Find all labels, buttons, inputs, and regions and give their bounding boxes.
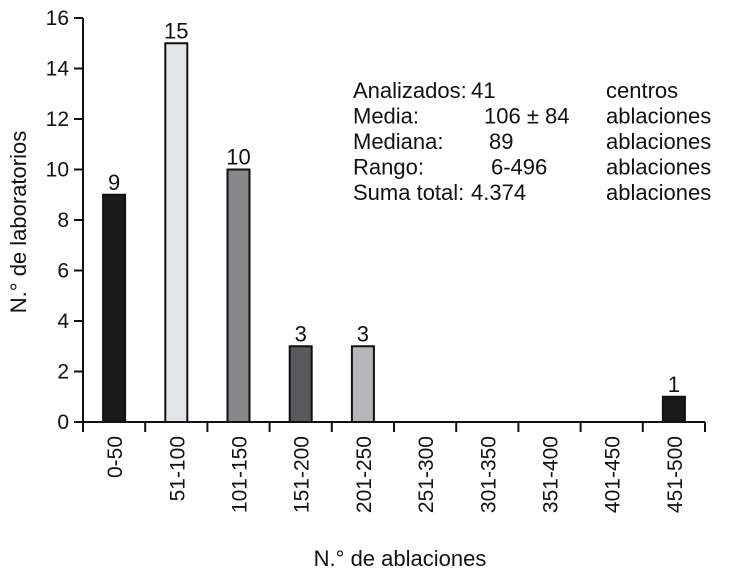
x-tick-label: 51-100 (166, 436, 189, 501)
y-axis-title: N.° de laboratorios (6, 131, 31, 313)
data-label: 10 (226, 145, 250, 170)
stats-unit: ablaciones (606, 155, 711, 180)
data-label: 3 (357, 321, 369, 346)
stats-unit: ablaciones (606, 104, 711, 129)
stats-value: 89 (489, 129, 513, 154)
stats-value: 4.374 (471, 180, 526, 205)
x-tick-label: 301-350 (477, 436, 500, 513)
bar-101-150 (226, 168, 251, 423)
data-label: 9 (108, 170, 120, 195)
y-tick-label: 16 (46, 7, 69, 30)
stats-label: Rango: (353, 155, 424, 180)
stats-box: Analizados: 41 centros Media: 106 ± 84 ablaci… (353, 78, 711, 205)
bar-201-250 (350, 345, 375, 423)
x-tick-label: 401-450 (602, 436, 625, 513)
y-tick-label: 14 (46, 58, 70, 81)
y-tick-label: 8 (57, 209, 69, 232)
y-tick-label: 2 (57, 361, 69, 384)
data-labels: 9 15 10 3 3 1 (108, 18, 680, 397)
y-tick-label: 4 (57, 310, 69, 333)
bar-51-100 (164, 42, 189, 423)
stats-label: Suma total: (353, 180, 464, 205)
x-tick-label: 201-250 (353, 436, 376, 513)
data-label: 3 (295, 321, 307, 346)
stats-label: Media: (353, 104, 419, 129)
x-axis: 0-50 51-100 101-150 151-200 201-250 251-300 30… (82, 421, 706, 513)
x-tick-label: 451-500 (664, 436, 687, 513)
x-tick-label: 151-200 (291, 436, 314, 513)
bars (102, 42, 686, 423)
y-tick-label: 12 (46, 108, 69, 131)
data-label: 15 (164, 18, 188, 43)
stats-unit: ablaciones (606, 129, 711, 154)
stats-value: 41 (471, 78, 495, 103)
stats-unit: centros (606, 78, 678, 103)
bar-451-500 (661, 395, 686, 423)
stats-value: 6-496 (491, 155, 547, 180)
x-tick-label: 0-50 (104, 436, 127, 478)
y-tick-label: 0 (57, 411, 69, 434)
stats-label: Mediana: (353, 129, 444, 154)
x-tick-label: 101-150 (229, 436, 252, 513)
data-label: 1 (668, 372, 680, 397)
y-tick-label: 10 (46, 159, 69, 182)
stats-value: 106 ± 84 (484, 104, 569, 129)
y-tick-label: 6 (57, 260, 69, 283)
stats-label: Analizados: (353, 78, 467, 103)
x-tick-label: 251-300 (415, 436, 438, 513)
y-axis: 0 2 4 6 8 10 12 14 16 (46, 7, 84, 434)
x-axis-title: N.° de ablaciones (314, 546, 487, 571)
bar-151-200 (288, 345, 313, 423)
x-tick-label: 351-400 (540, 436, 563, 513)
stats-unit: ablaciones (606, 180, 711, 205)
bar-0-50 (102, 193, 127, 423)
